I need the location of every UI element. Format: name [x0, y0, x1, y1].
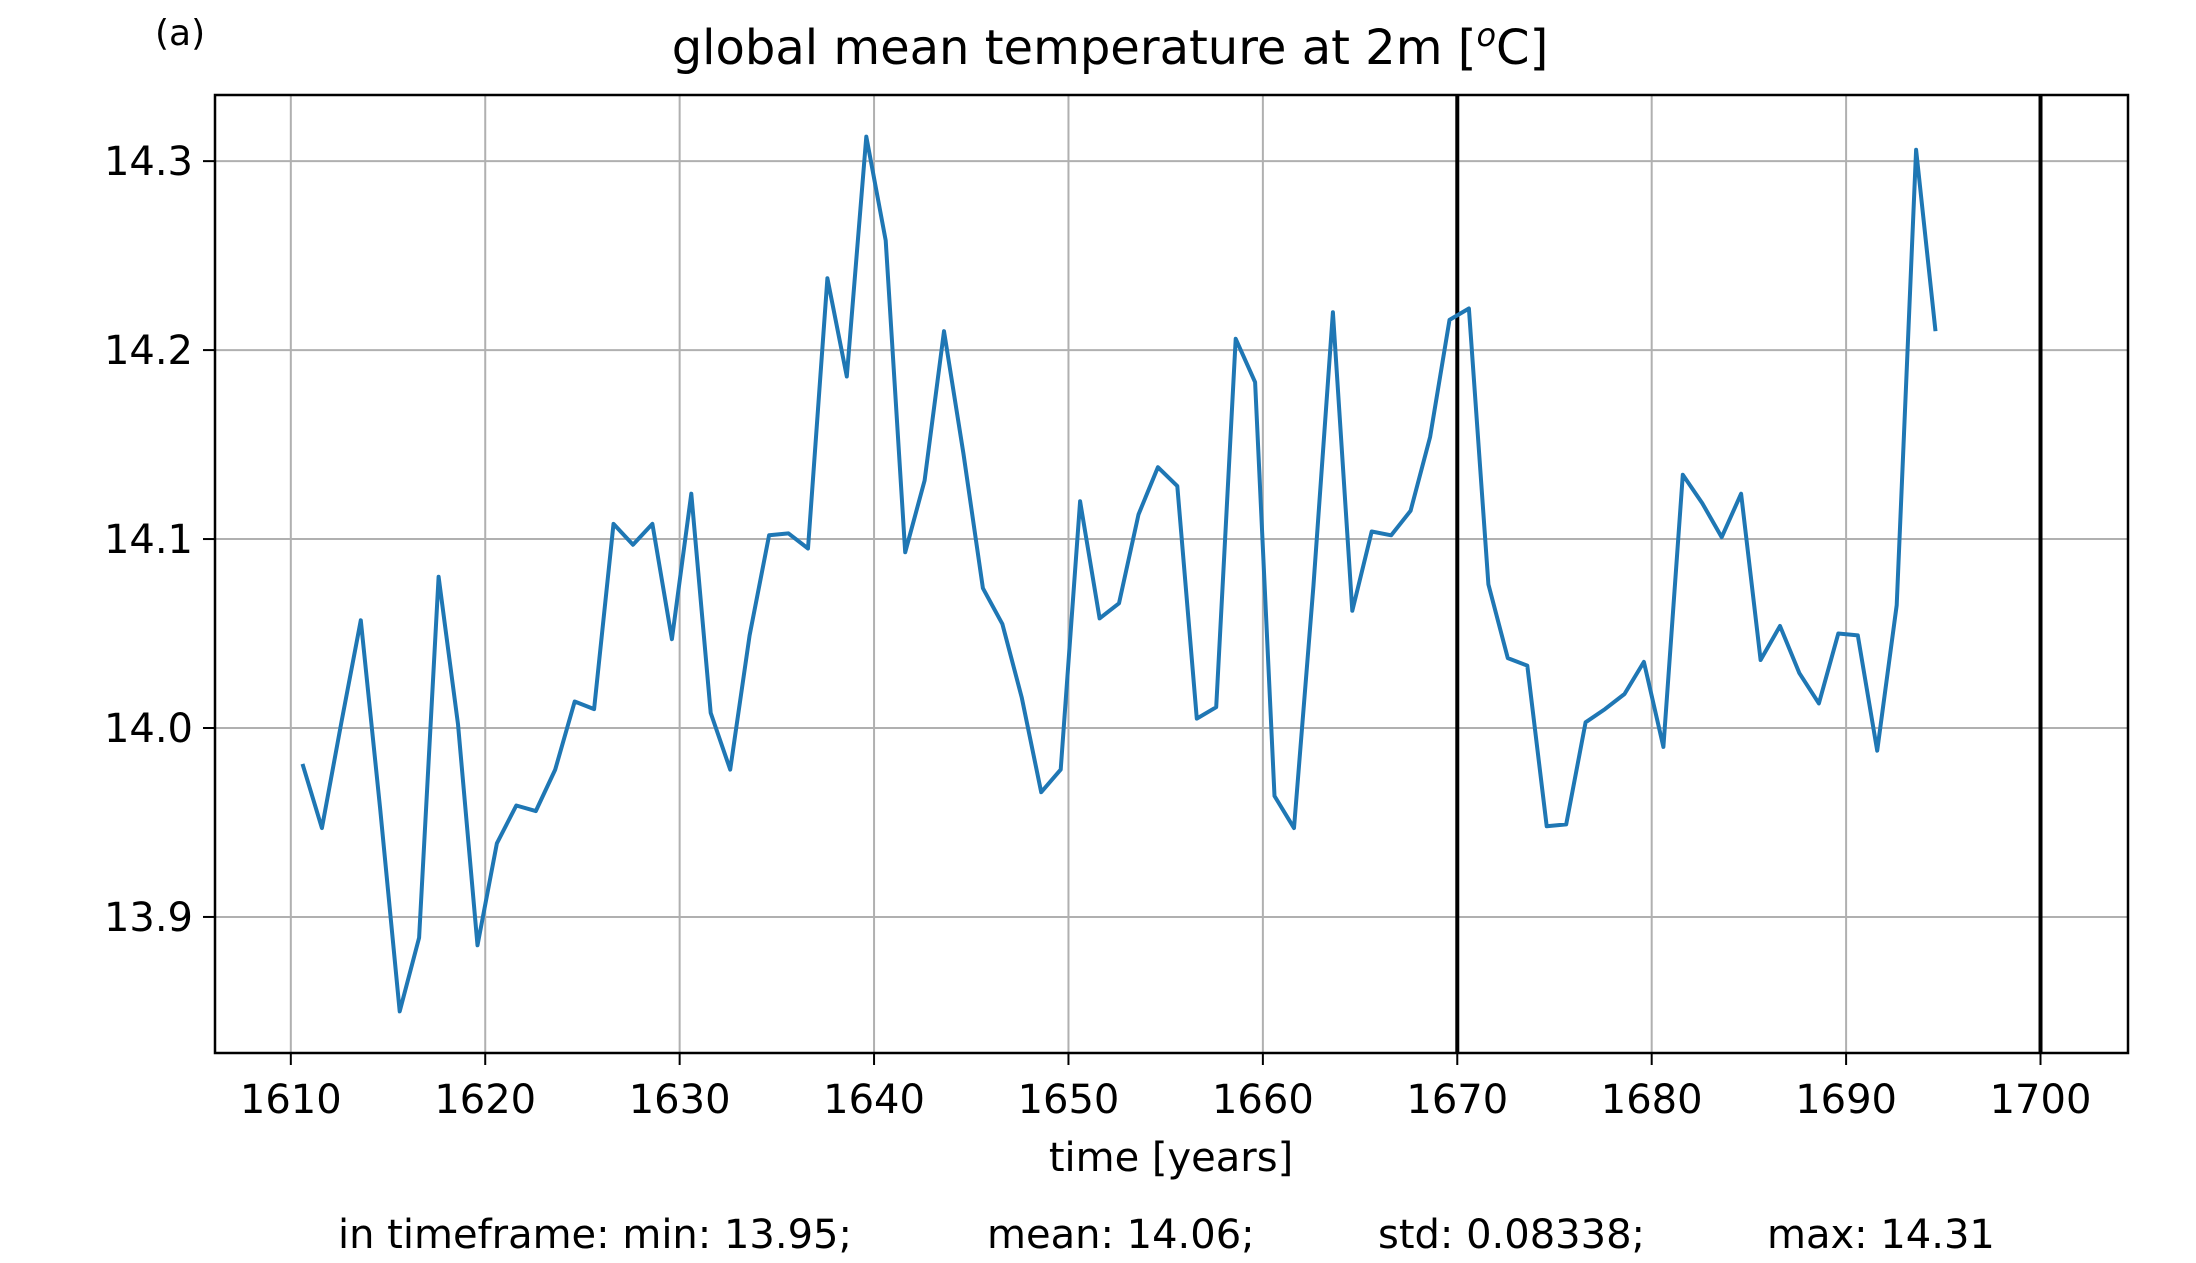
y-tick-label: 14.1: [104, 517, 193, 563]
chart-title: global mean temperature at 2m [oC]: [672, 16, 1549, 76]
series-layer: [300, 134, 1938, 1014]
panel-label: (a): [155, 13, 205, 54]
x-tick-label: 1700: [1990, 1077, 2092, 1123]
series-line: [300, 134, 1938, 1014]
y-tick-label: 14.2: [104, 328, 193, 374]
stat-max: max: 14.31: [1767, 1212, 1995, 1258]
x-tick-label: 1640: [823, 1077, 925, 1123]
stat-std: std: 0.08338;: [1378, 1212, 1645, 1258]
x-tick-label: 1690: [1795, 1077, 1897, 1123]
x-axis-label: time [years]: [1049, 1135, 1293, 1181]
y-tick-label: 14.3: [104, 139, 193, 185]
reference-lines: [1455, 95, 2043, 1053]
x-tick-label: 1650: [1018, 1077, 1120, 1123]
y-tick-label: 14.0: [104, 706, 193, 752]
x-tick-label: 1680: [1601, 1077, 1703, 1123]
x-axis-ticks: 1610 1620 1630 1640 1650 1660 1670 1680 1690 1700: [240, 1053, 2091, 1123]
y-tick-label: 13.9: [104, 895, 193, 941]
stat-min: in timeframe: min: 13.95;: [338, 1212, 852, 1258]
x-tick-label: 1670: [1406, 1077, 1508, 1123]
grid: [215, 95, 2128, 1053]
x-tick-label: 1630: [629, 1077, 731, 1123]
x-tick-label: 1620: [434, 1077, 536, 1123]
stat-mean: mean: 14.06;: [987, 1212, 1255, 1258]
x-tick-label: 1610: [240, 1077, 342, 1123]
x-tick-label: 1660: [1212, 1077, 1314, 1123]
plot-frame: [213, 93, 2130, 1055]
y-axis-ticks: 13.9 14.0 14.1 14.2 14.3: [104, 139, 215, 941]
